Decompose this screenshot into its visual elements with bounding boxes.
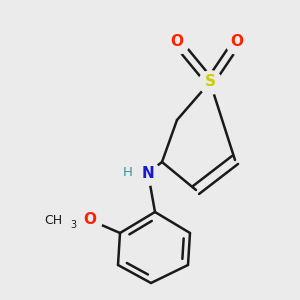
Point	[146, 171, 150, 176]
Text: S: S	[205, 74, 215, 89]
Point	[235, 40, 239, 44]
Point	[175, 40, 179, 44]
Text: 3: 3	[70, 220, 76, 230]
Text: CH: CH	[44, 214, 62, 226]
Point	[126, 171, 130, 176]
Text: O: O	[230, 34, 244, 50]
Point	[88, 218, 92, 222]
Text: O: O	[170, 34, 184, 50]
Point	[208, 80, 212, 84]
Text: O: O	[83, 212, 97, 227]
Text: N: N	[142, 166, 154, 181]
Text: H: H	[123, 167, 133, 179]
